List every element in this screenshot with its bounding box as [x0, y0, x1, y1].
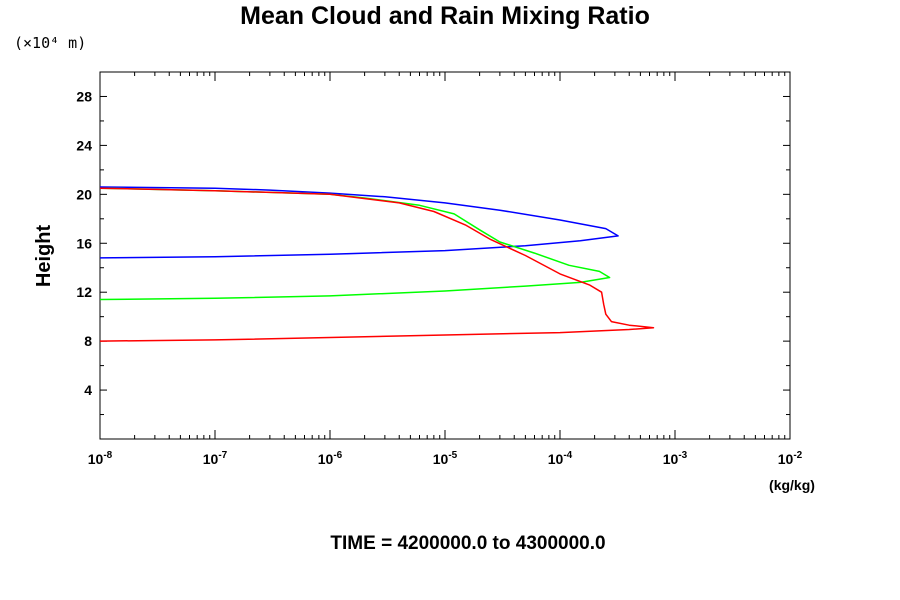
- x-tick-exponent: -5: [448, 450, 457, 461]
- series-line-3: [99, 187, 655, 342]
- y-axis: 4 8 12 16 20 24 28: [76, 88, 790, 416]
- x-tick-base: 10: [203, 451, 219, 467]
- series-line-2: [99, 187, 611, 301]
- y-tick-label: 24: [76, 137, 92, 153]
- x-axis: 10-8 10-7 10-6 10-5 10-4 10-3 10-2: [88, 72, 803, 467]
- y-tick-label: 4: [84, 382, 92, 398]
- y-axis-label: Height: [33, 225, 55, 288]
- time-range-label: TIME = 4200000.0 to 4300000.0: [330, 533, 605, 554]
- x-tick-base: 10: [663, 451, 679, 467]
- x-tick-base: 10: [778, 451, 794, 467]
- x-tick-exponent: -7: [218, 450, 227, 461]
- x-tick-base: 10: [548, 451, 564, 467]
- x-tick-label: 10-5: [433, 450, 458, 467]
- x-tick-label: 10-4: [548, 450, 573, 467]
- y-tick-label: 8: [84, 333, 92, 349]
- x-tick-exponent: -3: [678, 450, 687, 461]
- plot-frame: [99, 71, 791, 440]
- x-tick-exponent: -4: [563, 450, 572, 461]
- series-layer: [99, 186, 655, 342]
- x-tick-base: 10: [433, 451, 449, 467]
- series-line-1: [99, 186, 619, 259]
- y-tick-label: 28: [76, 88, 92, 104]
- x-units-label: (kg/kg): [769, 477, 815, 493]
- y-tick-label: 20: [76, 186, 92, 202]
- y-scale-label: (×10⁴ m): [14, 34, 86, 52]
- x-tick-exponent: -2: [793, 450, 802, 461]
- x-tick-label: 10-7: [203, 450, 228, 467]
- y-tick-label: 12: [76, 284, 92, 300]
- x-tick-label: 10-3: [663, 450, 688, 467]
- x-tick-base: 10: [88, 451, 104, 467]
- x-tick-exponent: -8: [103, 450, 112, 461]
- chart-title: Mean Cloud and Rain Mixing Ratio: [240, 2, 650, 30]
- y-tick-label: 16: [76, 235, 92, 251]
- x-tick-label: 10-2: [778, 450, 803, 467]
- x-tick-base: 10: [318, 451, 334, 467]
- x-tick-label: 10-6: [318, 450, 343, 467]
- x-tick-exponent: -6: [333, 450, 342, 461]
- x-tick-label: 10-8: [88, 450, 113, 467]
